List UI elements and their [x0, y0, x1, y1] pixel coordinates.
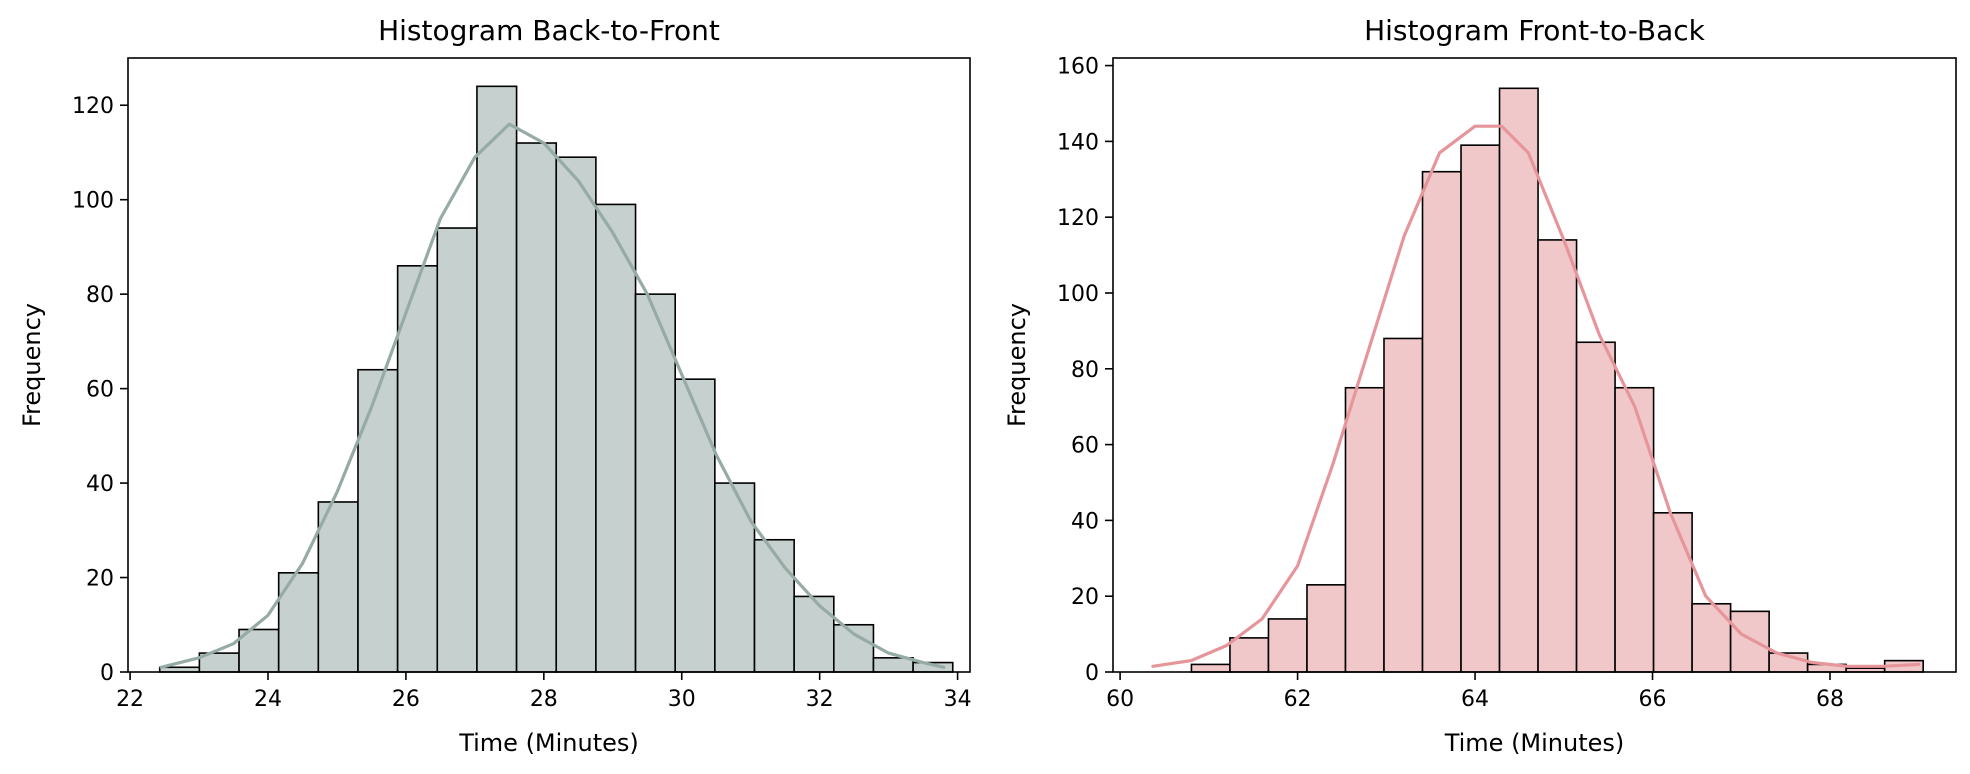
histogram-bar — [1614, 386, 1655, 673]
x-tick-label: 62 — [1284, 687, 1312, 712]
histogram-bar — [1691, 602, 1732, 673]
axes-frame — [127, 57, 971, 673]
y-tick-label: 40 — [86, 472, 114, 497]
histogram-bar — [555, 156, 597, 673]
x-tick-label: 26 — [392, 687, 420, 712]
x-tick-label: 32 — [806, 687, 834, 712]
histogram-bar — [238, 628, 280, 673]
histogram-bar — [1229, 637, 1270, 673]
histogram-bar — [1729, 610, 1770, 673]
y-tick-label: 80 — [1071, 358, 1099, 383]
histogram-bar — [1652, 512, 1693, 673]
histogram-bar — [396, 265, 439, 673]
histogram-bar — [1267, 618, 1308, 673]
chart-title: Histogram Back-to-Front — [378, 14, 720, 47]
chart-2: 60 62 64 66 68 0 20 40 60 80 100 120 140 160 Histogram… — [1003, 14, 1957, 757]
x-tick-label: 34 — [944, 687, 972, 712]
y-tick-label: 80 — [86, 283, 114, 308]
chart-1: 22 24 26 28 30 32 34 0 20 40 60 80 100 120 Histogram B… — [18, 14, 972, 757]
x-tick-label: 24 — [254, 687, 282, 712]
x-axis-label: Time (Minutes) — [458, 729, 639, 757]
y-tick-label: 20 — [86, 567, 114, 592]
histogram-bar — [1421, 170, 1462, 673]
histogram-bar — [436, 227, 478, 673]
x-tick-label: 64 — [1461, 687, 1489, 712]
axes-frame — [1112, 57, 1957, 673]
y-tick-label: 120 — [72, 94, 114, 119]
histogram-bar — [1383, 337, 1424, 673]
x-tick-label: 28 — [530, 687, 558, 712]
histogram-bar — [1537, 239, 1578, 673]
y-tick-label: 20 — [1071, 585, 1099, 610]
y-tick-label: 0 — [1085, 661, 1099, 686]
y-tick-label: 40 — [1071, 509, 1099, 534]
y-tick-label: 100 — [1057, 282, 1099, 307]
x-tick-label: 22 — [116, 687, 144, 712]
kde-line — [1151, 124, 1921, 668]
histogram-bar — [1344, 386, 1385, 673]
y-tick-label: 60 — [1071, 434, 1099, 459]
histogram-bar — [317, 501, 359, 673]
histogram-bar — [714, 482, 756, 673]
histogram-bar — [793, 595, 835, 673]
histogram-bar — [476, 85, 518, 673]
y-tick-label: 60 — [86, 378, 114, 403]
y-tick-label: 120 — [1057, 206, 1099, 231]
kde-line — [159, 122, 946, 669]
histogram-bar — [753, 538, 795, 673]
histogram-bar — [872, 657, 914, 673]
histogram-bar — [634, 293, 676, 673]
histogram-bar — [357, 368, 399, 673]
x-tick-label: 66 — [1639, 687, 1667, 712]
histogram-bar — [1306, 584, 1347, 673]
histogram-bar — [1575, 341, 1616, 673]
y-tick-label: 140 — [1057, 130, 1099, 155]
x-axis-label: Time (Minutes) — [1444, 729, 1625, 757]
histogram-bar — [1460, 144, 1501, 673]
histogram-bar — [1190, 663, 1231, 673]
y-tick-label: 0 — [100, 661, 114, 686]
x-tick-label: 68 — [1816, 687, 1844, 712]
y-tick-label: 100 — [72, 189, 114, 214]
y-axis-label: Frequency — [1003, 303, 1031, 427]
histogram-bar — [674, 378, 716, 673]
x-tick-label: 60 — [1106, 687, 1134, 712]
x-tick-label: 30 — [668, 687, 696, 712]
histogram-bar — [515, 142, 558, 673]
histogram-bar — [1498, 87, 1539, 673]
y-tick-label: 160 — [1057, 55, 1099, 80]
histogram-bar — [595, 203, 637, 673]
chart-title: Histogram Front-to-Back — [1364, 14, 1706, 47]
y-axis-label: Frequency — [18, 303, 46, 427]
